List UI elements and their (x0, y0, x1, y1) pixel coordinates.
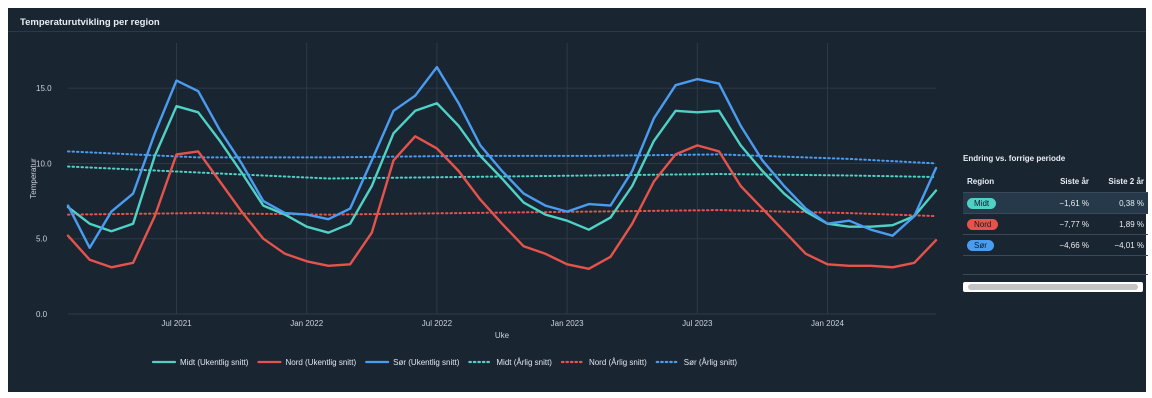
series-line (67, 209, 937, 218)
table-row[interactable]: Sør −4,66 % −4,01 % (963, 234, 1148, 256)
region-badge: Sør (967, 239, 994, 251)
y-tick-label: 10.0 (36, 159, 52, 168)
region-badge: Nord (967, 218, 999, 230)
scrollbar-thumb[interactable] (968, 284, 1138, 290)
x-tick-label: Jul 2021 (161, 319, 192, 328)
last-year-value: −4,66 % (1021, 234, 1093, 256)
change-table-title: Endring vs. forrige periode (963, 154, 1066, 163)
legend-label: Midt (Årlig snitt) (496, 358, 552, 367)
table-empty-row (963, 255, 1148, 275)
change-table: Region Siste år Siste 2 år Midt −1,61 % … (963, 171, 1148, 275)
last-2-years-value: −4,01 % (1093, 234, 1148, 256)
x-tick-label: Jan 2023 (551, 319, 584, 328)
x-tick-label: Jul 2022 (422, 319, 453, 328)
series-line (66, 135, 938, 270)
line-chart: 0.0 5.0 10.0 15.0 Jul 2021 Jan 2022 Jul 2022 Ja… (29, 43, 938, 367)
last-2-years-value: 1,89 % (1093, 213, 1148, 235)
region-badge: Midt (967, 197, 997, 209)
table-row[interactable]: Nord −7,77 % 1,89 % (963, 213, 1148, 235)
legend-label: Nord (Ukentlig snitt) (285, 358, 356, 367)
col-header-region[interactable]: Region (963, 171, 1021, 193)
series-line (67, 150, 937, 165)
table-row[interactable]: Midt −1,61 % 0,38 % (963, 192, 1148, 214)
y-axis-label: Temperatur (29, 158, 38, 199)
last-2-years-value: 0,38 % (1093, 192, 1148, 214)
y-tick-label: 0.0 (36, 310, 48, 319)
title-divider (8, 31, 1146, 32)
table-header-row: Region Siste år Siste 2 år (963, 171, 1148, 193)
series-line (66, 101, 938, 234)
x-axis-label: Uke (495, 331, 510, 340)
x-tick-label: Jan 2024 (811, 319, 844, 328)
table-horizontal-scrollbar[interactable] (963, 282, 1143, 292)
last-year-value: −1,61 % (1021, 192, 1093, 214)
chart-panel: Temperaturutvikling per region 0.0 5.0 10.… (8, 8, 1148, 392)
col-header-last-year[interactable]: Siste år (1021, 171, 1093, 193)
legend-label: Sør (Årlig snitt) (684, 358, 738, 367)
x-tick-label: Jan 2022 (290, 319, 323, 328)
x-tick-label: Jul 2023 (682, 319, 713, 328)
y-tick-label: 15.0 (36, 84, 52, 93)
col-header-last-2-years[interactable]: Siste 2 år (1093, 171, 1148, 193)
panel-title: Temperaturutvikling per region (20, 17, 160, 28)
y-tick-label: 5.0 (36, 235, 48, 244)
legend-label: Midt (Ukentlig snitt) (180, 358, 249, 367)
series-line (66, 65, 938, 250)
legend-label: Nord (Årlig snitt) (589, 358, 647, 367)
last-year-value: −7,77 % (1021, 213, 1093, 235)
series-line (67, 165, 937, 180)
legend-label: Sør (Ukentlig snitt) (393, 358, 460, 367)
